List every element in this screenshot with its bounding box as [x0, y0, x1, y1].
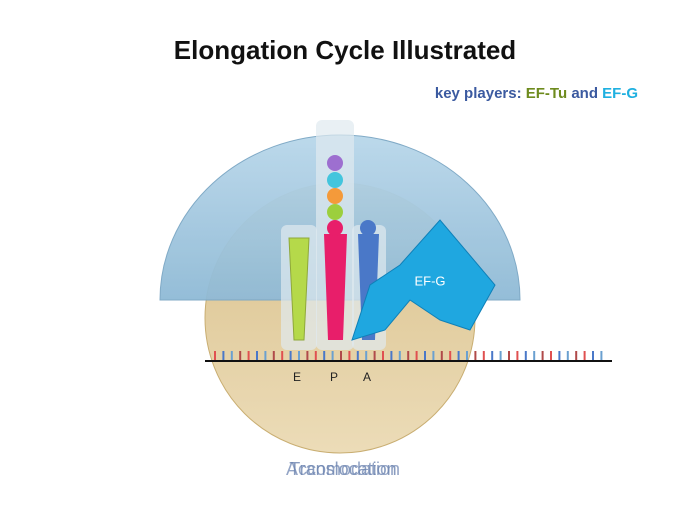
peptide-chain	[327, 155, 343, 236]
title: Elongation Cycle Illustrated	[174, 35, 516, 65]
subtitle-ef-tu: EF-Tu	[526, 85, 567, 102]
caption: Translocation	[289, 459, 396, 479]
aa-a	[360, 220, 376, 236]
site-label: P	[330, 370, 338, 384]
codons	[214, 351, 603, 360]
subtitle: key players: EF-Tu and EF-G	[435, 85, 638, 102]
subtitle-ef-g: EF-G	[602, 85, 638, 102]
site-label: E	[293, 370, 301, 384]
subtitle-prefix: key players:	[435, 85, 522, 102]
ef-g-shape	[351, 219, 496, 341]
subtitle-and: and	[571, 85, 598, 102]
trna-e	[288, 237, 310, 341]
caption: Accomodation	[286, 459, 400, 479]
trna-p	[324, 234, 347, 340]
ef-g-label: EF-G	[414, 273, 445, 288]
site-label: A	[363, 370, 371, 384]
